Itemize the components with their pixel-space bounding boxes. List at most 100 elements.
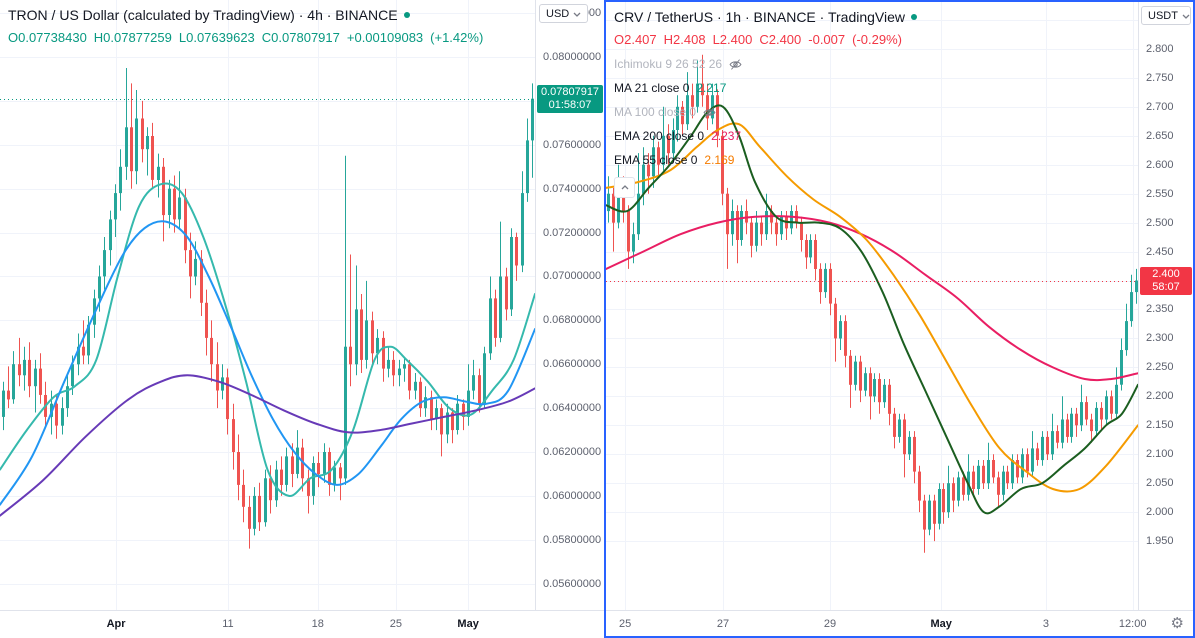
currency-label: USDT — [1148, 9, 1178, 22]
candles-layer — [2, 68, 534, 549]
market-status-dot — [911, 14, 917, 20]
price-tick-label: 2.300 — [1146, 332, 1174, 345]
price-tick-label: 0.07400000 — [543, 182, 602, 195]
symbol-title[interactable]: CRV / TetherUS · 1h · BINANCE · TradingV… — [614, 9, 905, 25]
crv-time-axis[interactable]: ⚙ 25 27 29 May 3 12:00 — [606, 610, 1193, 636]
ohlc-segment: (-0.29%) — [852, 32, 902, 47]
tron-chart-plot[interactable] — [0, 0, 535, 610]
currency-selector-usdt[interactable]: USDT — [1141, 6, 1191, 25]
indicator-row[interactable]: MA 21 close 0 2.217 — [614, 81, 917, 95]
ohlc-segment: L2.400 — [712, 32, 753, 47]
ohlc-segment: (+1.42%) — [430, 30, 484, 45]
overlay-lines-layer — [0, 182, 535, 517]
chevron-up-icon — [621, 185, 628, 190]
price-tick-label: 0.06000000 — [543, 489, 602, 502]
indicator-row[interactable]: MA 100 close 0 — [614, 105, 917, 119]
price-tick-label: 0.07600000 — [543, 138, 602, 151]
price-tick-label: 0.05800000 — [543, 533, 602, 546]
price-tick-label: 0.06200000 — [543, 446, 602, 458]
visibility-off-icon[interactable] — [729, 58, 742, 71]
price-tick-label: 0.06800000 — [543, 314, 602, 327]
indicator-label: EMA 200 close 0 — [614, 129, 705, 143]
tron-legend: TRON / US Dollar (calculated by TradingV… — [8, 7, 490, 55]
last-price-badge: 2.400 58:07 — [1140, 266, 1192, 295]
last-price-badge: 0.07807917 01:58:07 — [537, 85, 603, 114]
ohlc-segment: O2.407 — [614, 32, 657, 47]
price-tick-label: 2.750 — [1146, 71, 1174, 84]
indicator-label: EMA 55 close 0 — [614, 153, 698, 167]
price-tick-label: 0.08000000 — [543, 51, 602, 64]
time-tick-label: May — [930, 618, 952, 630]
price-tick-label: 2.350 — [1146, 303, 1174, 316]
price-tick-label: 1.950 — [1146, 535, 1174, 548]
time-tick-label: 11 — [222, 618, 234, 630]
ohlc-segment: -0.007 — [808, 32, 846, 47]
bar-countdown: 58:07 — [1152, 280, 1180, 293]
price-tick-label: 2.200 — [1146, 390, 1174, 403]
price-tick-label: 2.800 — [1146, 42, 1174, 55]
last-price-value: 0.07807917 — [540, 86, 600, 99]
price-tick-label: 0.07000000 — [543, 270, 602, 283]
indicator-label: MA 21 close 0 — [614, 81, 690, 95]
crv-legend: CRV / TetherUS · 1h · BINANCE · TradingV… — [614, 9, 917, 198]
time-tick-label: 12:00 — [1118, 618, 1147, 630]
time-tick-label: 25 — [619, 618, 632, 630]
settings-gear-icon[interactable]: ⚙ — [1170, 615, 1184, 632]
price-tick-label: 2.100 — [1146, 448, 1174, 461]
price-tick-label: 2.150 — [1146, 419, 1174, 432]
ohlc-segment: O0.07738430 — [8, 30, 87, 45]
grid-layer — [606, 2, 1138, 610]
price-tick-label: 2.650 — [1146, 129, 1174, 142]
ema-200-pink — [606, 215, 1138, 382]
tron-time-axis[interactable]: Apr 11 18 25 May — [0, 610, 604, 638]
ma-mid-blue — [0, 220, 535, 506]
ohlc-values: O0.07738430 H0.07877259 L0.07639623 C0.0780… — [8, 30, 490, 45]
time-tick-label: 25 — [389, 618, 403, 630]
currency-selector-usd[interactable]: USD — [539, 4, 589, 23]
tron-title-row: TRON / US Dollar (calculated by TradingV… — [8, 7, 490, 23]
price-tick-label: 2.700 — [1146, 100, 1174, 113]
price-tick-label: 0.05600000 — [543, 577, 602, 590]
time-tick-label: Apr — [106, 618, 126, 630]
crv-chart-plot[interactable] — [606, 2, 1138, 610]
grid-layer — [0, 0, 535, 610]
legend-collapse-button[interactable] — [614, 177, 635, 198]
time-tick-label: May — [457, 618, 479, 630]
price-tick-label: 2.600 — [1146, 158, 1174, 171]
visibility-off-icon[interactable] — [703, 106, 716, 119]
price-tick-label: 0.06400000 — [543, 402, 602, 415]
ohlc-segment: C2.400 — [759, 32, 802, 47]
chart-panel-crv: USDT 2.8502.8002.7502.7002.6502.6002.550… — [604, 0, 1195, 638]
ma-slow-purple — [0, 374, 535, 517]
time-tick-label: 27 — [716, 618, 730, 630]
indicator-row[interactable]: Ichimoku 9 26 52 26 — [614, 57, 917, 71]
indicator-row[interactable]: EMA 200 close 0 2.237 — [614, 129, 917, 143]
price-tick-label: 2.450 — [1146, 245, 1174, 258]
ohlc-segment: C0.07807917 — [261, 30, 340, 45]
price-tick-label: 2.050 — [1146, 477, 1174, 490]
crv-price-scale[interactable]: USDT 2.8502.8002.7502.7002.6502.6002.550… — [1138, 2, 1193, 610]
ohlc-segment: H2.408 — [663, 32, 706, 47]
symbol-title[interactable]: TRON / US Dollar (calculated by TradingV… — [8, 7, 398, 23]
chart-panel-tron: USD 0.082000000.080000000.078000000.0760… — [0, 0, 604, 638]
chevron-down-icon — [573, 8, 581, 20]
visibility-off-icon — [729, 58, 742, 70]
ema-55-orange — [606, 122, 1138, 493]
bar-countdown: 01:58:07 — [548, 99, 592, 112]
indicator-row[interactable]: EMA 55 close 0 2.169 — [614, 153, 917, 167]
price-tick-label: 0.07200000 — [543, 226, 602, 239]
indicator-label: MA 100 close 0 — [614, 105, 697, 119]
price-tick-label: 2.550 — [1146, 187, 1174, 200]
indicator-value: 2.169 — [704, 153, 735, 167]
indicator-value: 2.237 — [711, 129, 742, 143]
price-tick-label: 2.250 — [1146, 361, 1174, 374]
indicator-label: Ichimoku 9 26 52 26 — [614, 57, 723, 71]
ma-21-green — [606, 104, 1138, 515]
market-status-dot — [403, 12, 410, 18]
price-tick-label: 2.500 — [1146, 216, 1174, 229]
tron-price-scale[interactable]: USD 0.082000000.080000000.078000000.0760… — [535, 0, 604, 610]
time-tick-label: 18 — [311, 618, 324, 630]
price-tick-label: 2.000 — [1146, 506, 1174, 519]
time-tick-label: 3 — [1042, 618, 1050, 630]
